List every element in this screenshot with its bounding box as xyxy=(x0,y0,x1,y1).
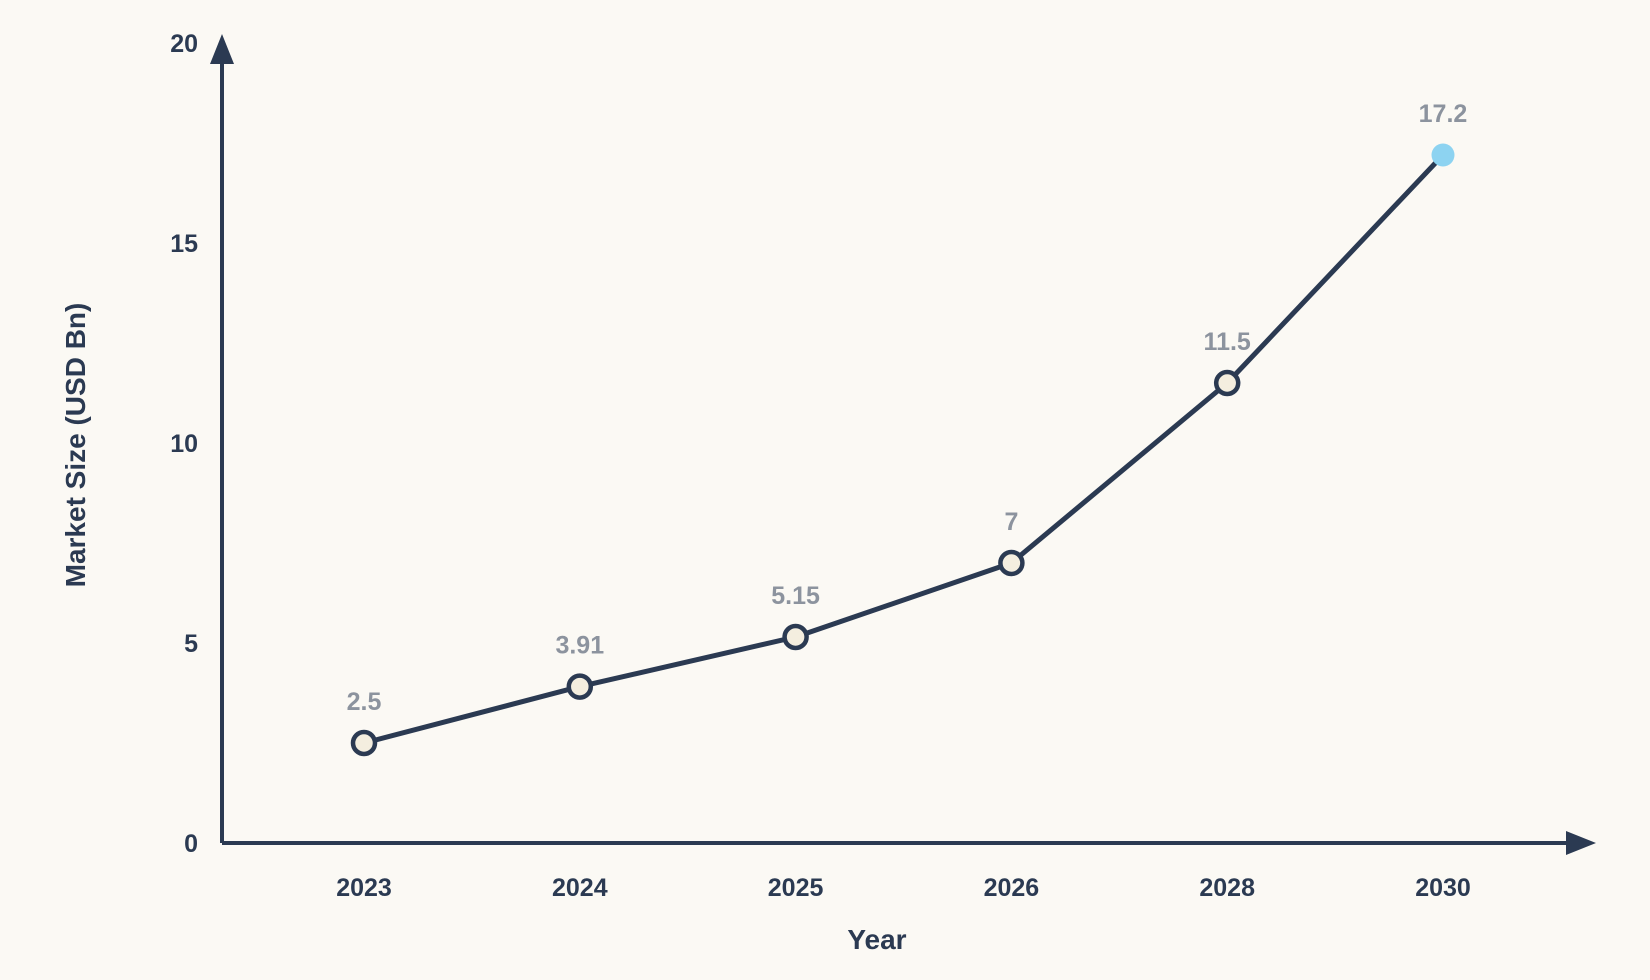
data-point xyxy=(350,729,378,757)
y-tick-label: 20 xyxy=(170,30,198,58)
y-axis-title: Market Size (USD Bn) xyxy=(60,303,91,588)
y-tick-label: 5 xyxy=(184,630,198,658)
y-tick-label: 0 xyxy=(184,830,198,858)
series-line xyxy=(361,152,1446,746)
y-tick-label: 15 xyxy=(170,230,198,258)
data-point-label: 3.91 xyxy=(555,632,604,660)
y-axis-arrow-icon xyxy=(210,34,234,64)
x-axis-arrow-icon xyxy=(1566,831,1596,855)
y-tick-label: 10 xyxy=(170,430,198,458)
data-point-highlighted xyxy=(1431,143,1455,167)
data-point xyxy=(998,549,1025,577)
x-tick-label: 2025 xyxy=(768,874,824,902)
data-point-label: 17.2 xyxy=(1419,100,1468,128)
data-point xyxy=(566,673,594,700)
x-axis-title: Year xyxy=(847,924,906,955)
data-point-label: 2.5 xyxy=(347,688,382,716)
x-tick-label: 2024 xyxy=(552,874,608,902)
data-point xyxy=(1213,369,1241,397)
data-point-label: 11.5 xyxy=(1204,328,1251,356)
data-point-label: 7 xyxy=(1004,508,1018,536)
data-point xyxy=(782,623,809,651)
data-point-label: 5.15 xyxy=(771,582,820,610)
x-tick-label: 2026 xyxy=(984,874,1040,902)
x-tick-label: 2028 xyxy=(1199,874,1255,902)
x-tick-label: 2023 xyxy=(336,874,392,902)
x-tick-label: 2030 xyxy=(1415,874,1471,902)
